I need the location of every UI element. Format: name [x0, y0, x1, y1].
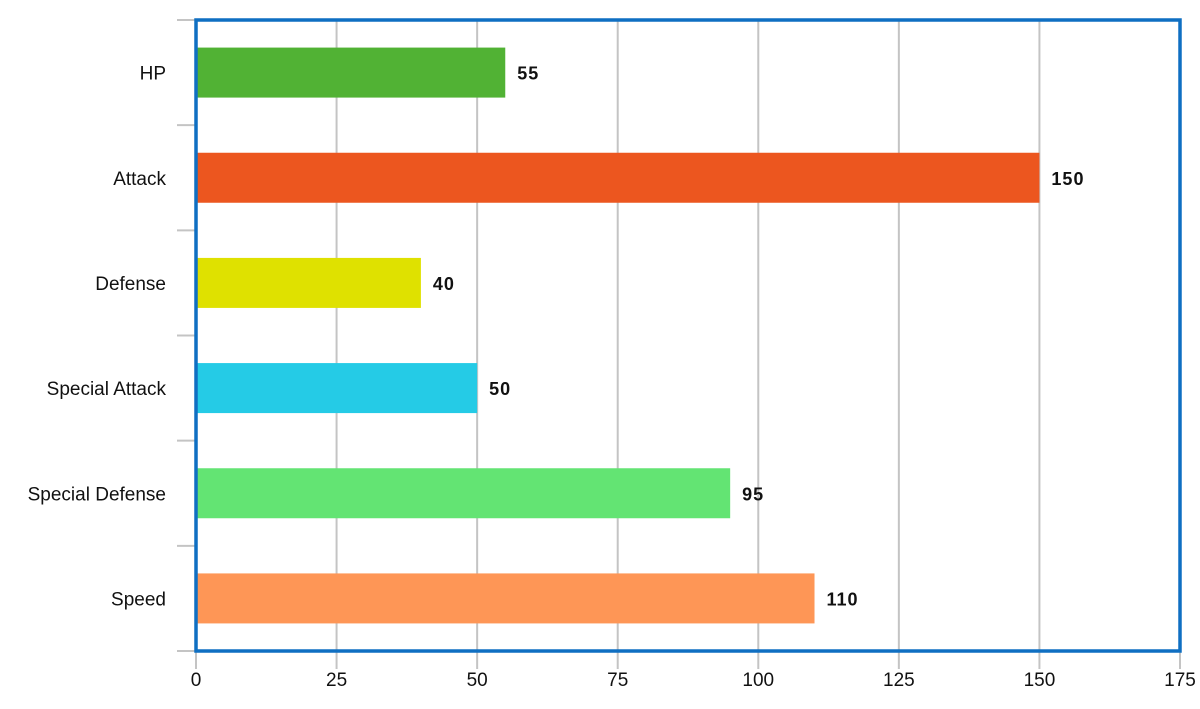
data-label: 95 [742, 484, 764, 504]
gridlines [335, 20, 1041, 651]
bar [196, 468, 731, 519]
plot-frame [194, 18, 1182, 653]
x-tick-label: 175 [1164, 670, 1196, 691]
x-tick-label: 150 [1024, 670, 1056, 691]
x-tick-label: 25 [326, 670, 347, 691]
category-label: HP [140, 64, 166, 85]
category-label: Speed [111, 589, 166, 610]
bar [196, 152, 1040, 203]
bars [196, 47, 1040, 624]
data-labels: 55 150 40 50 95 110 [433, 64, 1084, 610]
x-tick-labels: 0 25 50 75 100 125 150 175 [191, 670, 1196, 691]
data-label: 55 [517, 64, 539, 84]
x-tick-label: 125 [883, 670, 915, 691]
x-tick-label: 0 [191, 670, 202, 691]
x-tick-label: 75 [607, 670, 628, 691]
data-label: 50 [489, 379, 511, 399]
data-label: 150 [1051, 169, 1084, 189]
bar [196, 573, 815, 624]
x-tick-label: 100 [742, 670, 774, 691]
bar [196, 363, 478, 414]
bar [196, 257, 421, 308]
data-label: 110 [827, 589, 859, 609]
category-label: Attack [113, 169, 166, 190]
category-label: Special Defense [28, 484, 166, 505]
data-label: 40 [433, 274, 455, 294]
axis-ticks [177, 19, 1181, 669]
bar [196, 47, 506, 98]
category-labels: HP Attack Defense Special Attack Special Def… [28, 64, 167, 611]
x-tick-label: 50 [467, 670, 488, 691]
category-label: Defense [95, 274, 166, 295]
category-label: Special Attack [47, 379, 167, 400]
